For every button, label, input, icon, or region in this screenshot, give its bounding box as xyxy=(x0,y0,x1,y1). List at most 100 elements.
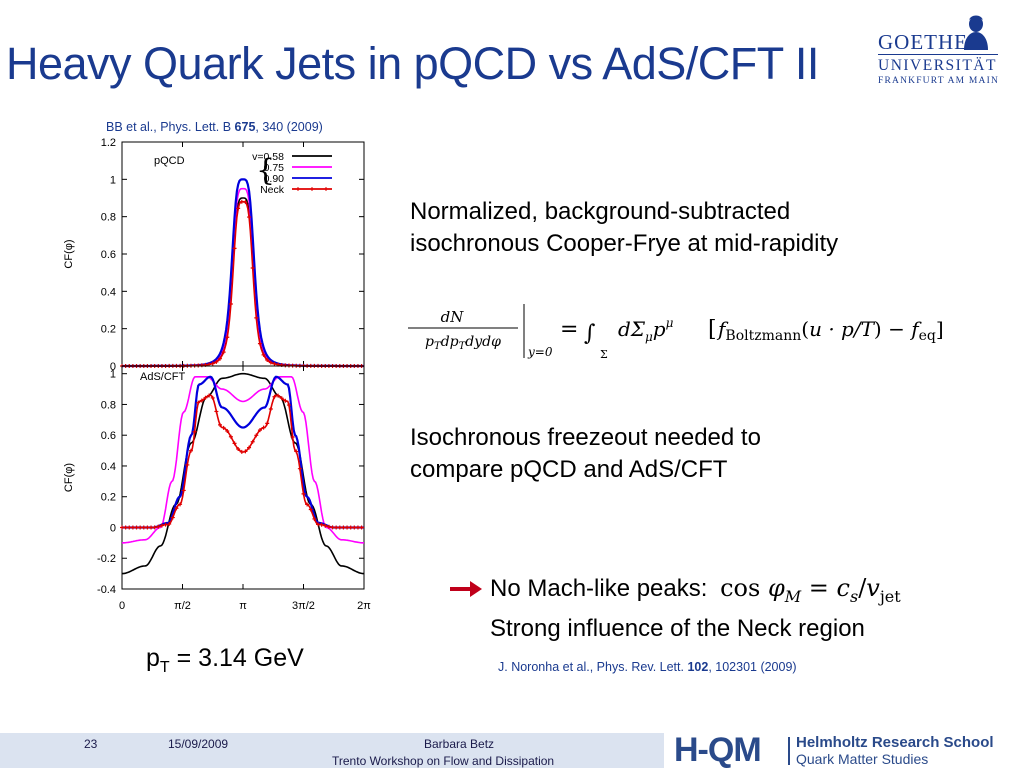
goethe-logo-line1: GOETHE xyxy=(878,30,968,54)
neck-point-marker xyxy=(196,363,201,368)
neck-point-marker xyxy=(239,199,244,204)
neck-point-marker xyxy=(250,439,255,444)
pt-sub: T xyxy=(159,659,170,676)
neck-point-marker xyxy=(214,359,219,364)
y-tick-label: 0.4 xyxy=(101,461,116,473)
neck-point-marker xyxy=(279,396,284,401)
neck-point-marker xyxy=(272,394,277,399)
neck-point-marker xyxy=(268,406,273,411)
neck-point-marker xyxy=(210,395,215,400)
neck-point-marker xyxy=(257,341,262,346)
neck-point-marker xyxy=(312,516,317,521)
reference-top-rest: , 340 (2009) xyxy=(255,120,323,134)
y-tick-label: 0.6 xyxy=(101,249,116,261)
neck-point-marker xyxy=(196,400,201,405)
y-tick-label: 1 xyxy=(110,369,116,381)
y-tick-label: 0.2 xyxy=(101,324,116,336)
text-block-2-line1: Isochronous freezeout needed to xyxy=(410,424,761,451)
neck-point-marker xyxy=(228,434,233,439)
y-tick-label: 1 xyxy=(110,174,116,186)
neck-point-marker xyxy=(326,524,331,529)
x-tick-label: π xyxy=(239,600,247,612)
neck-point-marker xyxy=(170,515,175,520)
hqm-line1: Helmholtz Research School xyxy=(796,734,994,751)
red-arrow-icon xyxy=(450,581,482,597)
panel-frame-1 xyxy=(121,365,365,590)
neck-point-marker xyxy=(178,502,183,507)
neck-point-marker xyxy=(145,525,150,530)
panel-frame-0 xyxy=(121,141,365,367)
panel-label: pQCD xyxy=(154,155,185,167)
series-line-0.58 xyxy=(122,197,364,367)
x-tick-label: π/2 xyxy=(174,600,191,612)
neck-point-marker xyxy=(225,335,230,340)
neck-point-marker xyxy=(254,433,259,438)
neck-point-marker xyxy=(159,523,164,528)
reference-top-volume: 675 xyxy=(234,120,256,134)
neck-point-marker xyxy=(207,393,212,398)
neck-point-marker xyxy=(283,363,288,368)
neck-point-marker xyxy=(294,449,299,454)
neck-point-marker xyxy=(305,502,310,507)
neck-point-marker xyxy=(265,421,270,426)
logo-divider xyxy=(878,54,998,55)
neck-point-marker xyxy=(188,448,193,453)
x-tick-label: 3π/2 xyxy=(292,600,315,612)
mach-angle-formula: cos φM = cs/vjet xyxy=(720,574,901,606)
neck-point-marker xyxy=(330,525,335,530)
neck-point-marker xyxy=(316,522,321,527)
neck-point-marker xyxy=(221,425,226,430)
neck-point-marker xyxy=(323,523,328,528)
neck-point-marker xyxy=(283,398,288,403)
neck-point-marker xyxy=(276,393,281,398)
pt-p: p xyxy=(146,644,160,672)
neck-point-marker xyxy=(243,200,248,205)
neck-point-marker xyxy=(268,360,273,365)
neck-point-marker xyxy=(265,358,270,363)
text-block-1: Normalized, background-subtracted isochr… xyxy=(410,196,838,260)
neck-point-marker xyxy=(308,507,313,512)
y-tick-label: 0.6 xyxy=(101,430,116,442)
hqm-line2: Quark Matter Studies xyxy=(796,751,929,767)
neck-point-marker xyxy=(297,466,302,471)
text-block-1-line1: Normalized, background-subtracted xyxy=(410,198,791,225)
y-tick-label: -0.4 xyxy=(97,584,116,596)
neck-point-marker xyxy=(228,302,233,307)
neck-point-marker xyxy=(210,361,215,366)
neck-point-marker xyxy=(225,429,230,434)
footer-event: Trento Workshop on Flow and Dissipation xyxy=(332,754,555,768)
legend-neck-marker xyxy=(296,187,300,191)
legend-neck-marker xyxy=(324,187,328,191)
y-tick-label: 0.2 xyxy=(101,492,116,504)
neck-point-marker xyxy=(138,525,143,530)
pt-rest: = 3.14 GeV xyxy=(169,644,304,672)
text-block-1-line2: isochronous Cooper-Frye at mid-rapidity xyxy=(410,230,839,257)
y-tick-label: 0 xyxy=(110,361,116,373)
neck-point-marker xyxy=(174,506,179,511)
neck-point-marker xyxy=(236,446,241,451)
hqm-divider xyxy=(788,737,790,765)
neck-point-marker xyxy=(341,525,346,530)
reference-bottom-volume: 102 xyxy=(687,660,709,674)
panel-label: AdS/CFT xyxy=(140,371,186,383)
neck-point-marker xyxy=(250,265,255,270)
series-line-0.90 xyxy=(122,178,364,368)
y-tick-label: 0.8 xyxy=(101,399,116,411)
y-axis-label: CF(φ) xyxy=(63,239,75,268)
neck-point-marker xyxy=(337,525,342,530)
neck-point-marker xyxy=(203,395,208,400)
neck-point-marker xyxy=(345,525,350,530)
neck-point-marker xyxy=(261,425,266,430)
reference-bottom-authors: J. Noronha et al., Phys. Rev. Lett. xyxy=(498,660,688,674)
series-line-0.75 xyxy=(121,376,365,544)
goethe-logo-line2: UNIVERSITÄT xyxy=(878,57,997,74)
neck-point-marker xyxy=(130,525,135,530)
pt-value-label: pT = 3.14 GeV xyxy=(146,644,304,677)
neck-point-marker xyxy=(123,525,128,530)
neck-point-marker xyxy=(181,488,186,493)
reference-top: BB et al., Phys. Lett. B 675, 340 (2009) xyxy=(106,120,323,134)
svg-text:dN: dN xyxy=(441,308,465,326)
hqm-logo: H-QM Helmholtz Research School Quark Mat… xyxy=(664,731,1024,769)
reference-bottom-rest: , 102301 (2009) xyxy=(708,660,797,674)
neck-point-marker xyxy=(232,246,237,251)
